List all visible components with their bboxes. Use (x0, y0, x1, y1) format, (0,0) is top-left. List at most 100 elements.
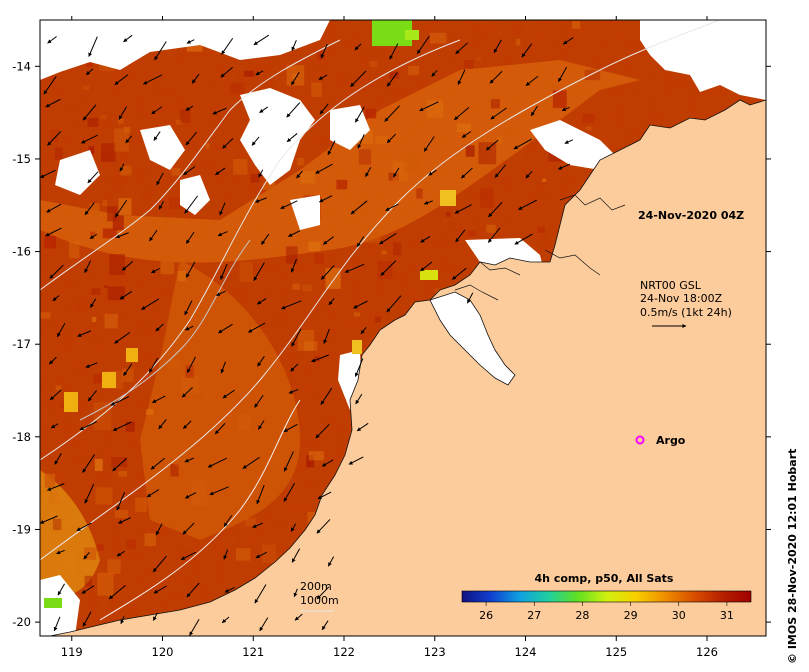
arrow-icon (182, 420, 192, 430)
arrow-icon (350, 200, 368, 215)
arrow-icon (120, 616, 125, 625)
arrow-icon (50, 423, 59, 429)
arrow-icon (220, 66, 233, 78)
arrow-icon (182, 522, 195, 535)
arrow-icon (114, 199, 128, 218)
lon-tick-label: 125 (605, 645, 627, 659)
arrow-icon (149, 229, 158, 242)
arrow-icon (186, 356, 196, 374)
arrow-icon (46, 203, 62, 213)
arrow-icon (119, 163, 125, 172)
arrow-icon (88, 36, 98, 57)
arrow-icon (319, 103, 329, 115)
arrow-icon (354, 43, 362, 51)
arrow-icon (223, 549, 229, 560)
arrow-icon (248, 322, 266, 333)
arrow-icon (454, 106, 470, 121)
arrow-icon (153, 131, 161, 141)
arrow-icon (81, 585, 95, 594)
arrow-icon (319, 195, 333, 203)
arrow-icon (185, 105, 194, 111)
arrow-icon (487, 227, 501, 243)
land-mass (49, 99, 766, 636)
lat-tick-label: -16 (12, 245, 31, 259)
cloud-gaps (40, 20, 766, 636)
arrow-icon (77, 330, 92, 337)
arrow-icon (48, 356, 57, 365)
arrow-icon (454, 204, 472, 214)
colorbar: 4h comp, p50, All Sats 26 27 28 29 30 31 (461, 572, 752, 622)
arrow-icon (320, 43, 328, 59)
arrow-icon (87, 390, 97, 402)
arrow-icon (365, 166, 372, 177)
arrow-icon (152, 395, 166, 404)
arrow-icon (89, 298, 97, 308)
arrow-icon (54, 453, 62, 465)
sound-cloud-gap (429, 291, 516, 386)
colorbar-ramp (461, 590, 752, 603)
arrow-icon (185, 261, 196, 278)
arrow-icon (257, 355, 265, 367)
arrow-icon (564, 139, 574, 144)
arrow-icon (184, 457, 194, 463)
arrow-icon (116, 492, 126, 511)
arrow-icon (283, 451, 294, 472)
arrow-icon (557, 66, 568, 83)
arrow-icon (242, 456, 260, 469)
argo-marker-icon (635, 435, 645, 445)
latitude-axis: -14 -15 -16 -17 -18 -19 -20 (12, 59, 771, 629)
arrow-icon (255, 551, 267, 559)
arrow-icon (141, 298, 160, 311)
arrow-icon (318, 74, 328, 81)
arrow-icon (123, 34, 133, 43)
arrow-icon (56, 323, 66, 338)
arrow-icon (485, 139, 499, 151)
arrow-icon (311, 354, 329, 363)
arrow-icon (460, 167, 473, 179)
arrow-icon (392, 167, 400, 178)
arrow-icon (386, 295, 402, 313)
arrow-icon (49, 264, 64, 279)
arrow-icon (49, 389, 62, 401)
arrow-icon (254, 197, 267, 203)
arrow-icon (380, 260, 397, 276)
arrow-icon (108, 585, 126, 600)
arrow-icon (186, 582, 200, 598)
colorbar-label: 30 (672, 609, 686, 622)
arrow-icon (356, 236, 365, 248)
arrow-icon (89, 233, 97, 240)
lon-tick-label: 119 (61, 645, 83, 659)
arrow-icon (112, 421, 132, 432)
arrow-icon (212, 107, 227, 115)
arrow-icon (185, 325, 194, 331)
arrow-icon (293, 588, 298, 598)
arrow-icon (294, 613, 303, 621)
arrow-icon (125, 135, 133, 144)
colorbar-label: 27 (527, 609, 541, 622)
arrow-icon (344, 263, 365, 273)
lon-tick-label: 123 (424, 645, 446, 659)
arrow-icon (389, 43, 399, 60)
arrow-icon (123, 363, 133, 377)
arrow-icon (252, 522, 263, 528)
arrow-icon (321, 620, 329, 631)
arrow-icon (322, 236, 334, 245)
arrow-icon (214, 423, 226, 435)
arrow-icon (118, 517, 131, 524)
arrow-icon (186, 39, 195, 44)
arrow-icon (416, 35, 430, 55)
arrow-icon (256, 484, 265, 505)
arrow-icon (290, 71, 300, 86)
arrow-icon (43, 75, 57, 95)
arrow-icon (251, 136, 260, 146)
arrow-icon (286, 133, 298, 143)
arrow-icon (253, 262, 265, 281)
lon-tick-label: 124 (515, 645, 537, 659)
arrow-icon (53, 616, 61, 632)
arrow-icon (255, 70, 264, 76)
lat-tick-label: -18 (12, 430, 31, 444)
arrow-icon (461, 131, 472, 138)
arrow-icon (290, 363, 299, 372)
arrow-icon (56, 549, 65, 555)
colorbar-title: 4h comp, p50, All Sats (535, 572, 674, 585)
